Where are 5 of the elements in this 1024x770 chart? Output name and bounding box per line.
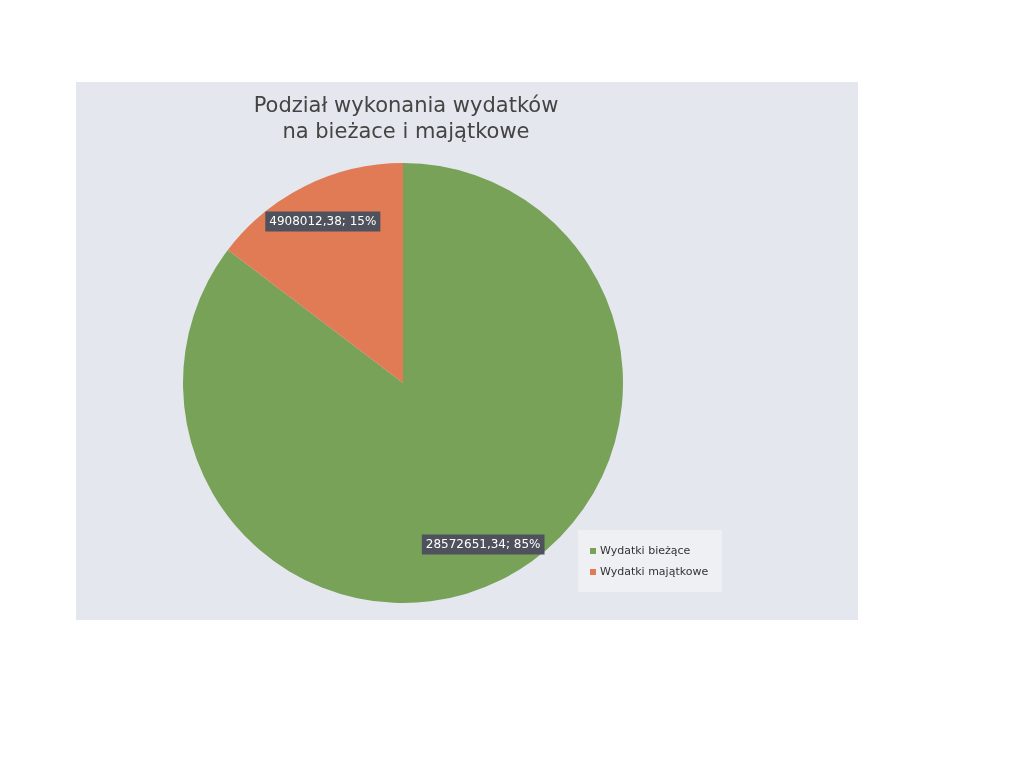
data-label: 28572651,34; 85% — [425, 536, 541, 551]
legend-label: Wydatki majątkowe — [600, 565, 709, 578]
data-label: 4908012,38; 15% — [269, 213, 377, 228]
legend-label: Wydatki bieżące — [600, 544, 691, 557]
chart-title: Podział wykonania wydatków na bieżace i majątkowe — [252, 92, 560, 144]
